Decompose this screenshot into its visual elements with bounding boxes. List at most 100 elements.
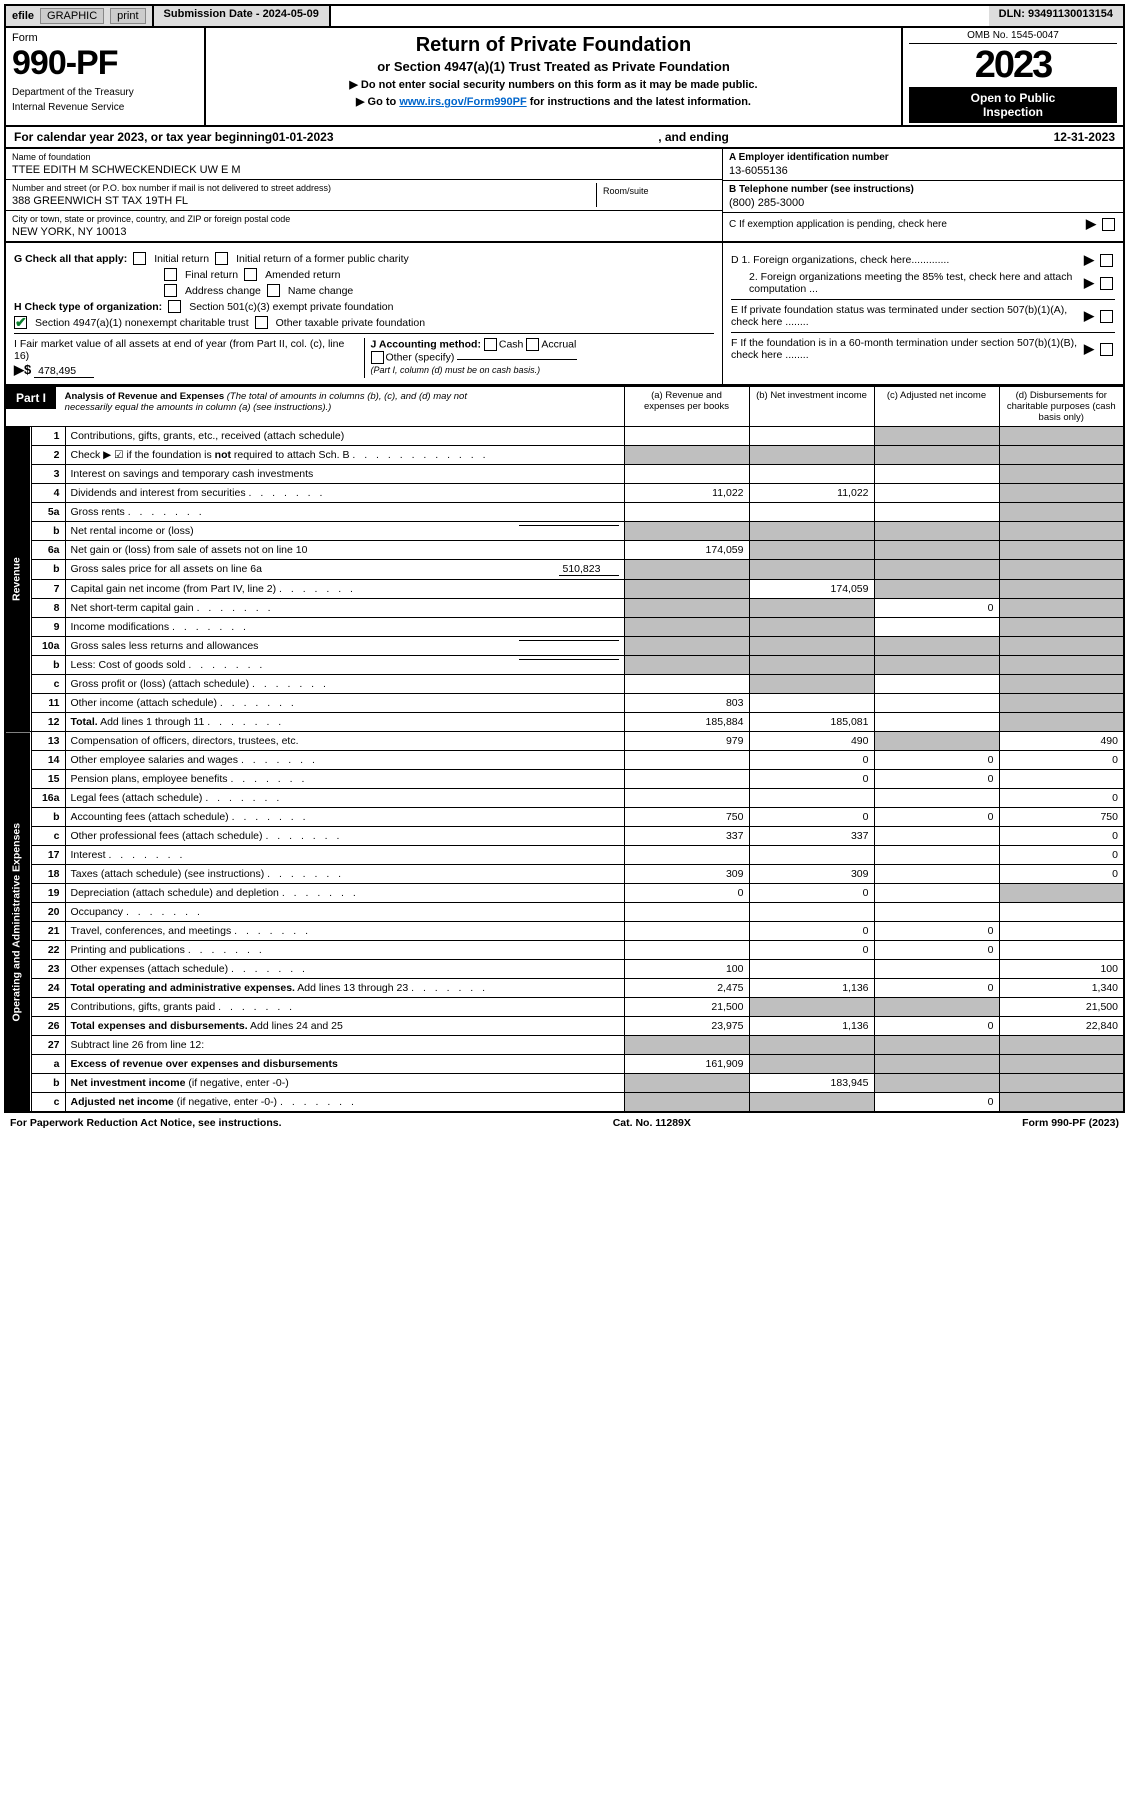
table-cell: 0: [999, 751, 1124, 770]
line-desc: Taxes (attach schedule) (see instruction…: [65, 865, 624, 884]
table-cell: [999, 1093, 1124, 1113]
d2-cb[interactable]: [1100, 277, 1113, 290]
table-cell: 0: [874, 922, 999, 941]
g-row2: Final return Amended return: [14, 268, 714, 281]
g-amended-cb[interactable]: [244, 268, 257, 281]
h-501c3-cb[interactable]: [168, 300, 181, 313]
g-address-change-cb[interactable]: [164, 284, 177, 297]
table-cell: 2,475: [624, 979, 749, 998]
table-cell: [749, 1055, 874, 1074]
line-desc: Subtract line 26 from line 12:: [65, 1036, 624, 1055]
g-name-change-cb[interactable]: [267, 284, 280, 297]
line-no: 1: [31, 427, 65, 446]
line-desc: Total operating and administrative expen…: [65, 979, 624, 998]
ein: 13-6055136: [729, 165, 1117, 177]
table-cell: 174,059: [749, 580, 874, 599]
line-no: 22: [31, 941, 65, 960]
identity-box: Name of foundation TTEE EDITH M SCHWECKE…: [4, 149, 1125, 243]
line-no: c: [31, 827, 65, 846]
table-cell: 0: [874, 808, 999, 827]
line-desc: Gross rents . . . . . . .: [65, 503, 624, 522]
d1-cb[interactable]: [1100, 254, 1113, 267]
yearline-prefix: For calendar year 2023, or tax year begi…: [14, 130, 272, 144]
table-row: 7Capital gain net income (from Part IV, …: [5, 580, 1124, 599]
g-final-return-cb[interactable]: [164, 268, 177, 281]
line-desc: Interest on savings and temporary cash i…: [65, 465, 624, 484]
d2-row: 2. Foreign organizations meeting the 85%…: [731, 271, 1115, 295]
f-cb[interactable]: [1100, 343, 1113, 356]
graphic-button[interactable]: GRAPHIC: [40, 8, 104, 24]
f-label: F If the foundation is in a 60-month ter…: [731, 337, 1078, 361]
table-cell: [749, 637, 874, 656]
g-initial-former-cb[interactable]: [215, 252, 228, 265]
line-no: 23: [31, 960, 65, 979]
table-cell: [624, 446, 749, 465]
table-row: bAccounting fees (attach schedule) . . .…: [5, 808, 1124, 827]
form-subtitle: or Section 4947(a)(1) Trust Treated as P…: [216, 59, 891, 74]
table-cell: 174,059: [624, 541, 749, 560]
e-cb[interactable]: [1100, 310, 1113, 323]
line-no: a: [31, 1055, 65, 1074]
line-no: 12: [31, 713, 65, 732]
h-4947-cb[interactable]: [14, 316, 27, 329]
pending-row: C If exemption application is pending, c…: [723, 213, 1123, 235]
year-box: OMB No. 1545-0047 2023 Open to Public In…: [903, 28, 1123, 125]
room-label: Room/suite: [603, 186, 710, 196]
line-desc: Excess of revenue over expenses and disb…: [65, 1055, 624, 1074]
d2-label: 2. Foreign organizations meeting the 85%…: [731, 271, 1078, 295]
foundation-name: TTEE EDITH M SCHWECKENDIECK UW E M: [12, 164, 716, 176]
table-row: 6aNet gain or (loss) from sale of assets…: [5, 541, 1124, 560]
table-cell: [874, 903, 999, 922]
e-label: E If private foundation status was termi…: [731, 304, 1078, 328]
line-desc: Gross profit or (loss) (attach schedule)…: [65, 675, 624, 694]
j-cash: Cash: [499, 338, 524, 350]
table-cell: [749, 599, 874, 618]
table-cell: [999, 541, 1124, 560]
table-row: 12Total. Add lines 1 through 11 . . . . …: [5, 713, 1124, 732]
print-button[interactable]: print: [110, 8, 145, 24]
page-footer: For Paperwork Reduction Act Notice, see …: [4, 1113, 1125, 1133]
header-spacer: [331, 6, 989, 26]
table-row: cOther professional fees (attach schedul…: [5, 827, 1124, 846]
d1-row: D 1. Foreign organizations, check here..…: [731, 252, 1115, 268]
pending-checkbox[interactable]: [1102, 218, 1115, 231]
efile-section: efile GRAPHIC print: [6, 6, 154, 26]
table-cell: [749, 675, 874, 694]
line-desc: Income modifications . . . . . . .: [65, 618, 624, 637]
line-desc: Gross sales price for all assets on line…: [65, 560, 624, 580]
j-cash-cb[interactable]: [484, 338, 497, 351]
h-other-cb[interactable]: [255, 316, 268, 329]
table-cell: 979: [624, 732, 749, 751]
g-address-change: Address change: [185, 285, 261, 297]
table-cell: [749, 427, 874, 446]
line-no: 17: [31, 846, 65, 865]
table-row: cAdjusted net income (if negative, enter…: [5, 1093, 1124, 1113]
j-accrual-cb[interactable]: [526, 338, 539, 351]
table-row: Revenue1Contributions, gifts, grants, et…: [5, 427, 1124, 446]
g-name-change: Name change: [288, 285, 353, 297]
j-other-cb[interactable]: [371, 351, 384, 364]
yearline-mid: , and ending: [334, 130, 1054, 144]
open-line2: Inspection: [909, 105, 1117, 119]
table-cell: 21,500: [624, 998, 749, 1017]
table-cell: 0: [874, 979, 999, 998]
d1-label: D 1. Foreign organizations, check here..…: [731, 254, 1078, 266]
expenses-sidebar: Operating and Administrative Expenses: [5, 732, 31, 1113]
table-cell: [874, 960, 999, 979]
table-cell: [874, 446, 999, 465]
table-row: 15Pension plans, employee benefits . . .…: [5, 770, 1124, 789]
line-no: 15: [31, 770, 65, 789]
line-desc: Other income (attach schedule) . . . . .…: [65, 694, 624, 713]
table-cell: 0: [749, 941, 874, 960]
yearline-end: 12-31-2023: [1054, 130, 1115, 144]
identity-left: Name of foundation TTEE EDITH M SCHWECKE…: [6, 149, 723, 241]
line-no: 6a: [31, 541, 65, 560]
line-desc: Total. Add lines 1 through 11 . . . . . …: [65, 713, 624, 732]
g-initial-return-cb[interactable]: [133, 252, 146, 265]
table-row: 2Check ▶ ☑ if the foundation is not requ…: [5, 446, 1124, 465]
table-cell: [874, 1055, 999, 1074]
table-cell: 0: [874, 1093, 999, 1113]
table-cell: 0: [749, 922, 874, 941]
form-url-link[interactable]: www.irs.gov/Form990PF: [399, 96, 526, 108]
table-cell: 0: [624, 884, 749, 903]
